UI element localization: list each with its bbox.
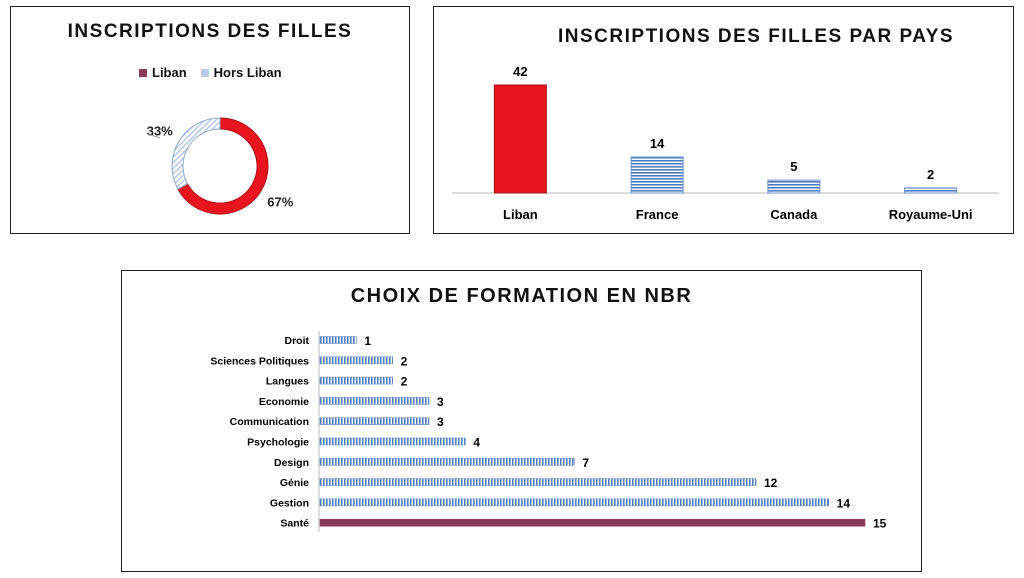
formation-bar-chart-panel: CHOIX DE FORMATION EN NBR Droit 1 Sciences… [121, 270, 922, 572]
x-tick-canada: Canada [770, 207, 818, 222]
donut-chart-title: INSCRIPTIONS DES FILLES [67, 21, 353, 42]
bar-psychologie [319, 437, 466, 446]
country-bar-chart-panel: INSCRIPTIONS DES FILLES PAR PAYS 42 Liban… [433, 6, 1014, 234]
x-tick-royaume-uni: Royaume-Uni [889, 207, 973, 222]
donut-leader-line [147, 133, 161, 139]
y-tick-droit: Droit [285, 335, 310, 347]
legend-label-liban: Liban [152, 65, 187, 80]
y-tick-genie: Génie [280, 477, 309, 489]
y-tick-gestion: Gestion [270, 497, 309, 509]
bar-value-gestion: 14 [837, 496, 851, 510]
legend-item-liban: Liban [139, 65, 187, 80]
y-tick-sciences-politiques: Sciences Politiques [210, 355, 309, 367]
y-tick-sante: Santé [280, 518, 309, 530]
country-bar-chart-svg: 42 Liban 14 France 5 Canada 2 Royaume-Uni [452, 64, 999, 222]
bar-value-communication: 3 [437, 415, 444, 429]
bar-value-liban: 42 [513, 64, 527, 79]
donut-chart-svg: 67% 33% [147, 117, 294, 215]
bar-value-droit: 1 [364, 334, 371, 348]
y-tick-langues: Langues [266, 376, 309, 388]
bar-france [630, 156, 684, 194]
formation-chart-title: CHOIX DE FORMATION EN NBR [350, 285, 693, 307]
bar-value-psychologie: 4 [473, 436, 480, 450]
donut-label-liban: 67% [267, 195, 293, 210]
bar-value-canada: 5 [790, 159, 797, 174]
bar-value-economie: 3 [437, 395, 444, 409]
country-chart-title: INSCRIPTIONS DES FILLES PAR PAYS [558, 26, 955, 47]
bar-gestion [319, 498, 829, 507]
bar-value-sciences-politiques: 2 [401, 354, 408, 368]
bar-value-sante: 15 [873, 517, 887, 531]
donut-legend: Liban Hors Liban [139, 65, 282, 80]
legend-swatch-hors-liban [200, 68, 209, 77]
donut-chart-panel: INSCRIPTIONS DES FILLES Liban Hors Liban… [10, 6, 410, 234]
bar-sante [319, 518, 866, 527]
bar-canada [767, 179, 821, 194]
bar-value-france: 14 [650, 136, 665, 151]
x-tick-france: France [636, 207, 679, 222]
bar-value-langues: 2 [401, 375, 408, 389]
legend-swatch-liban [139, 68, 147, 77]
bar-langues [319, 376, 393, 385]
legend-item-hors-liban: Hors Liban [200, 65, 282, 80]
y-tick-communication: Communication [230, 416, 309, 428]
bar-value-design: 7 [582, 456, 589, 470]
bar-value-royaume-uni: 2 [927, 167, 934, 182]
donut-slice-hors-liban [171, 117, 221, 190]
bar-genie [319, 478, 757, 486]
bar-sciences-politiques [319, 356, 393, 365]
donut-label-hors-liban: 33% [147, 123, 173, 138]
bar-royaume-uni [904, 187, 958, 194]
y-tick-psychologie: Psychologie [247, 437, 309, 449]
bar-communication [319, 417, 430, 425]
bar-value-genie: 12 [764, 476, 778, 490]
y-tick-economie: Economie [259, 396, 309, 408]
bar-liban [493, 84, 547, 194]
bar-economie [319, 397, 430, 405]
legend-label-hors-liban: Hors Liban [213, 65, 282, 80]
x-tick-liban: Liban [503, 207, 538, 222]
bar-design [319, 458, 575, 466]
bar-droit [319, 336, 357, 344]
formation-bar-chart-svg: Droit 1 Sciences Politiques 2 Langues 2 Econom… [210, 331, 887, 532]
y-tick-design: Design [274, 457, 309, 469]
